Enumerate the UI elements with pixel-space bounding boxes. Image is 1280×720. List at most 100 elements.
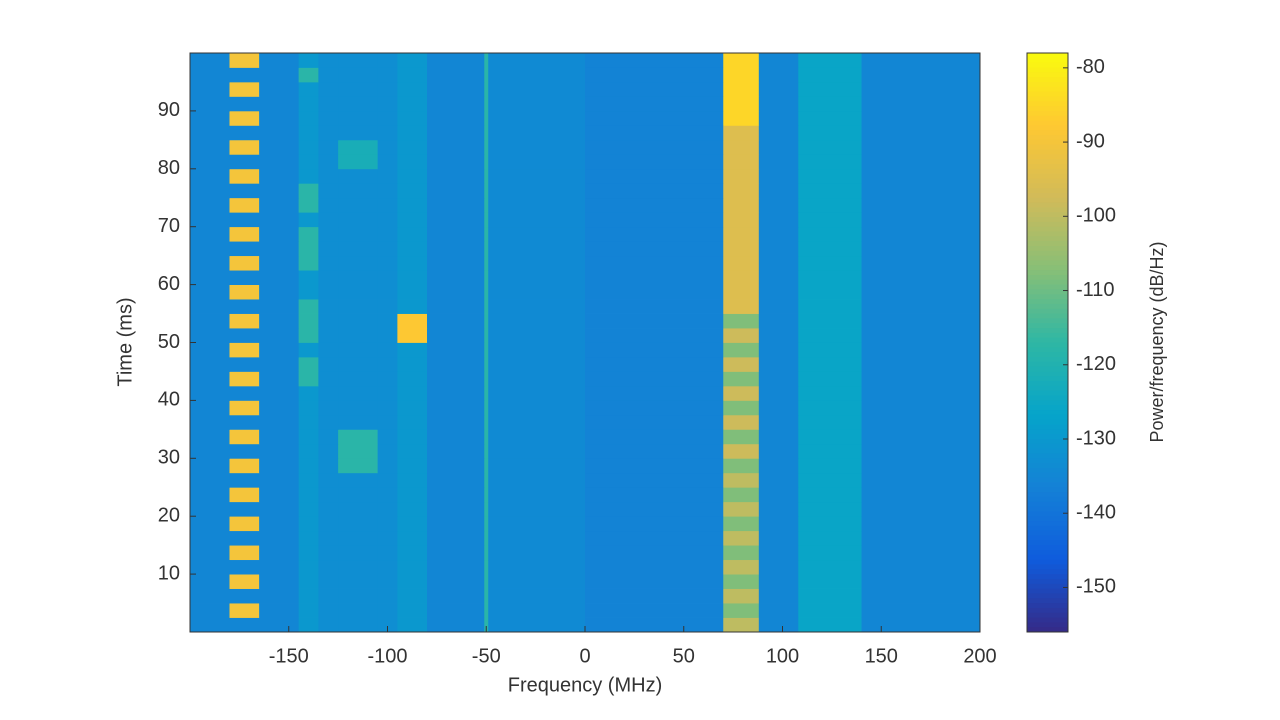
heatmap-cell — [484, 313, 489, 329]
colorbar-segment — [1027, 516, 1068, 522]
heatmap-cell — [488, 110, 586, 126]
heatmap-cell — [427, 501, 485, 517]
heatmap-cell — [397, 328, 428, 343]
heatmap-cell — [427, 139, 485, 155]
heatmap-cell — [298, 226, 319, 242]
colorbar-tick-label: -80 — [1076, 56, 1105, 78]
heatmap-cell — [427, 574, 485, 589]
heatmap-cell — [723, 588, 760, 604]
heatmap-cell — [397, 183, 428, 199]
heatmap-cell — [861, 328, 981, 343]
heatmap-cell — [338, 241, 379, 257]
heatmap-cell — [488, 443, 586, 459]
heatmap-cell — [298, 559, 319, 575]
heatmap-cell — [723, 342, 760, 358]
y-tick-label: 10 — [158, 562, 180, 584]
heatmap-cell — [259, 443, 300, 459]
heatmap-cell — [298, 270, 319, 285]
heatmap-cell — [484, 385, 489, 401]
heatmap-cell — [798, 183, 862, 199]
y-tick-label: 20 — [158, 504, 180, 526]
heatmap-cell — [798, 226, 862, 242]
heatmap-cell — [758, 96, 799, 112]
heatmap-cell — [758, 400, 799, 416]
heatmap-cell — [758, 139, 799, 155]
heatmap-cell — [798, 241, 862, 257]
heatmap-cell — [190, 241, 230, 257]
heatmap-cell — [484, 125, 489, 141]
x-tick-label: 150 — [865, 645, 898, 667]
heatmap-cell — [190, 487, 230, 503]
heatmap-cell — [585, 53, 724, 68]
heatmap-cell — [427, 197, 485, 213]
heatmap-cell — [298, 516, 319, 532]
colorbar-segment — [1027, 390, 1068, 397]
colorbar-segment — [1027, 197, 1068, 204]
heatmap-cell — [798, 356, 862, 372]
heatmap-cell — [338, 255, 379, 271]
colorbar-tick-label: -140 — [1076, 502, 1116, 524]
heatmap-cell — [861, 313, 981, 329]
heatmap-cell — [723, 487, 760, 503]
heatmap-cell — [229, 67, 260, 83]
heatmap-cell — [484, 487, 489, 503]
heatmap-cell — [298, 67, 319, 83]
heatmap-cell — [190, 299, 230, 314]
heatmap-cell — [338, 110, 379, 126]
heatmap-cell — [488, 487, 586, 503]
heatmap-cell — [298, 443, 319, 459]
heatmap-cell — [298, 342, 319, 358]
heatmap-cell — [318, 110, 339, 126]
colorbar-segment — [1027, 72, 1068, 78]
heatmap-cell — [585, 414, 724, 430]
heatmap-cell — [798, 255, 862, 271]
heatmap-cell — [758, 67, 799, 83]
heatmap-cell — [758, 443, 799, 459]
heatmap-cell — [397, 342, 428, 358]
heatmap-cell — [338, 458, 379, 474]
heatmap-cell — [427, 588, 485, 604]
heatmap-cell — [585, 400, 724, 416]
x-tick-label: 50 — [673, 645, 695, 667]
heatmap-cell — [861, 284, 981, 300]
heatmap-cell — [298, 603, 319, 618]
colorbar-segment — [1027, 77, 1068, 83]
colorbar-segment — [1027, 487, 1068, 493]
heatmap-cell — [427, 67, 485, 83]
heatmap-cell — [338, 443, 379, 459]
heatmap-cell — [377, 270, 398, 285]
heatmap-cell — [758, 371, 799, 387]
colorbar-segment — [1027, 501, 1068, 508]
heatmap-cell — [723, 67, 760, 83]
colorbar-segment — [1027, 477, 1068, 483]
heatmap-cell — [427, 400, 485, 416]
heatmap-cell — [861, 110, 981, 126]
heatmap-cell — [377, 284, 398, 300]
colorbar-segment — [1027, 482, 1068, 488]
heatmap-cell — [427, 429, 485, 445]
heatmap-cell — [229, 328, 260, 343]
heatmap-cell — [190, 212, 230, 228]
heatmap-cell — [723, 197, 760, 213]
heatmap-cell — [861, 96, 981, 112]
heatmap-cell — [798, 559, 862, 575]
heatmap-cell — [229, 617, 260, 633]
heatmap-cell — [377, 458, 398, 474]
colorbar-segment — [1027, 352, 1068, 358]
heatmap-cell — [861, 371, 981, 387]
colorbar-segment — [1027, 236, 1068, 242]
heatmap-cell — [798, 168, 862, 184]
heatmap-cell — [338, 125, 379, 141]
heatmap-cell — [427, 328, 485, 343]
heatmap-cell — [318, 472, 339, 488]
heatmap-cell — [798, 400, 862, 416]
colorbar-segment — [1027, 284, 1068, 290]
heatmap-cell — [758, 472, 799, 488]
colorbar-segment — [1027, 622, 1068, 628]
colorbar-segment — [1027, 115, 1068, 122]
heatmap-cell — [397, 530, 428, 546]
heatmap-cell — [427, 125, 485, 141]
heatmap-cell — [338, 588, 379, 604]
heatmap-cell — [861, 501, 981, 517]
heatmap-cell — [190, 328, 230, 343]
